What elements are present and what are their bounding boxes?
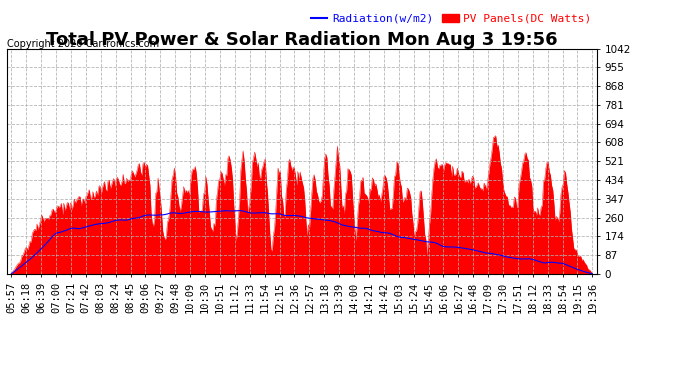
Legend: Radiation(w/m2), PV Panels(DC Watts): Radiation(w/m2), PV Panels(DC Watts) xyxy=(310,14,591,24)
Text: Copyright 2020 Cartronics.com: Copyright 2020 Cartronics.com xyxy=(7,39,159,50)
Title: Total PV Power & Solar Radiation Mon Aug 3 19:56: Total PV Power & Solar Radiation Mon Aug… xyxy=(46,31,558,49)
